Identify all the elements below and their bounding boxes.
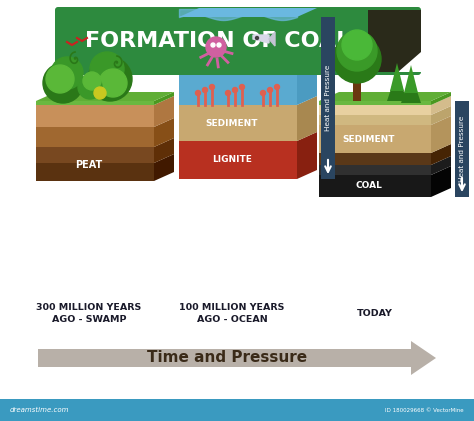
Bar xyxy=(36,127,154,147)
Bar xyxy=(179,105,297,141)
Circle shape xyxy=(88,57,132,101)
Polygon shape xyxy=(297,132,317,179)
Text: AGO - OCEAN: AGO - OCEAN xyxy=(197,315,267,325)
Polygon shape xyxy=(431,92,451,105)
Polygon shape xyxy=(431,106,451,125)
Polygon shape xyxy=(154,118,174,147)
Polygon shape xyxy=(38,341,436,375)
Bar xyxy=(36,105,154,127)
Text: ID 180029668 © VectorMine: ID 180029668 © VectorMine xyxy=(385,408,464,413)
Circle shape xyxy=(46,65,74,93)
Text: COAL: COAL xyxy=(356,181,383,190)
Text: AGO - SWAMP: AGO - SWAMP xyxy=(52,315,126,325)
Text: 100 MILLION YEARS: 100 MILLION YEARS xyxy=(179,304,285,312)
Circle shape xyxy=(94,87,106,99)
Text: Heat and Pressure: Heat and Pressure xyxy=(325,65,331,131)
Circle shape xyxy=(195,91,201,96)
Polygon shape xyxy=(154,92,174,105)
Circle shape xyxy=(211,43,215,47)
Circle shape xyxy=(78,75,102,99)
Circle shape xyxy=(210,85,215,90)
Polygon shape xyxy=(431,166,451,197)
Bar xyxy=(0,399,474,421)
Polygon shape xyxy=(401,73,421,103)
Bar xyxy=(455,101,469,197)
Circle shape xyxy=(206,37,226,57)
Polygon shape xyxy=(404,65,418,93)
Bar xyxy=(353,73,361,101)
Text: PEAT: PEAT xyxy=(75,160,103,170)
Circle shape xyxy=(51,57,83,89)
Polygon shape xyxy=(431,96,451,115)
Circle shape xyxy=(267,88,273,93)
Circle shape xyxy=(202,88,208,93)
Bar xyxy=(321,17,335,179)
Circle shape xyxy=(274,85,280,90)
Circle shape xyxy=(261,91,265,96)
Bar xyxy=(179,17,297,105)
Circle shape xyxy=(226,91,230,96)
Polygon shape xyxy=(269,32,275,46)
Polygon shape xyxy=(431,144,451,165)
Polygon shape xyxy=(154,154,174,181)
Polygon shape xyxy=(253,35,269,43)
Polygon shape xyxy=(319,92,451,101)
Text: TODAY: TODAY xyxy=(357,309,393,319)
Circle shape xyxy=(255,37,258,40)
Bar xyxy=(319,105,431,115)
Circle shape xyxy=(99,69,127,97)
Circle shape xyxy=(217,43,221,47)
Bar xyxy=(319,165,431,175)
Text: 300 MILLION YEARS: 300 MILLION YEARS xyxy=(36,304,142,312)
Text: Time and Pressure: Time and Pressure xyxy=(147,351,307,365)
Text: LIGNITE: LIGNITE xyxy=(212,155,252,165)
Circle shape xyxy=(239,85,245,90)
Text: dreamstime.com: dreamstime.com xyxy=(10,407,70,413)
Circle shape xyxy=(337,31,377,71)
Text: Heat and Pressure: Heat and Pressure xyxy=(459,116,465,182)
Bar xyxy=(36,163,154,181)
Text: FORMATION OF COAL: FORMATION OF COAL xyxy=(85,31,351,51)
Text: SEDIMENT: SEDIMENT xyxy=(206,118,258,128)
Bar xyxy=(319,153,431,165)
Circle shape xyxy=(43,63,83,103)
Polygon shape xyxy=(368,10,421,72)
Polygon shape xyxy=(297,96,317,141)
Polygon shape xyxy=(297,8,317,105)
Polygon shape xyxy=(398,52,421,72)
Bar xyxy=(319,175,431,197)
FancyBboxPatch shape xyxy=(55,7,421,75)
Bar xyxy=(36,147,154,163)
Polygon shape xyxy=(390,63,404,91)
Circle shape xyxy=(342,30,372,60)
Bar xyxy=(36,101,154,105)
Polygon shape xyxy=(154,96,174,127)
Text: SEDIMENT: SEDIMENT xyxy=(343,134,395,144)
Bar xyxy=(319,115,431,125)
Bar xyxy=(319,125,431,153)
Polygon shape xyxy=(387,71,407,101)
Circle shape xyxy=(90,52,124,86)
Circle shape xyxy=(83,72,101,90)
Circle shape xyxy=(233,88,237,93)
Polygon shape xyxy=(179,8,317,17)
Bar xyxy=(319,101,431,105)
Polygon shape xyxy=(431,156,451,175)
Polygon shape xyxy=(154,138,174,163)
Polygon shape xyxy=(431,116,451,153)
Polygon shape xyxy=(36,92,174,101)
Bar xyxy=(179,141,297,179)
Circle shape xyxy=(333,35,381,83)
